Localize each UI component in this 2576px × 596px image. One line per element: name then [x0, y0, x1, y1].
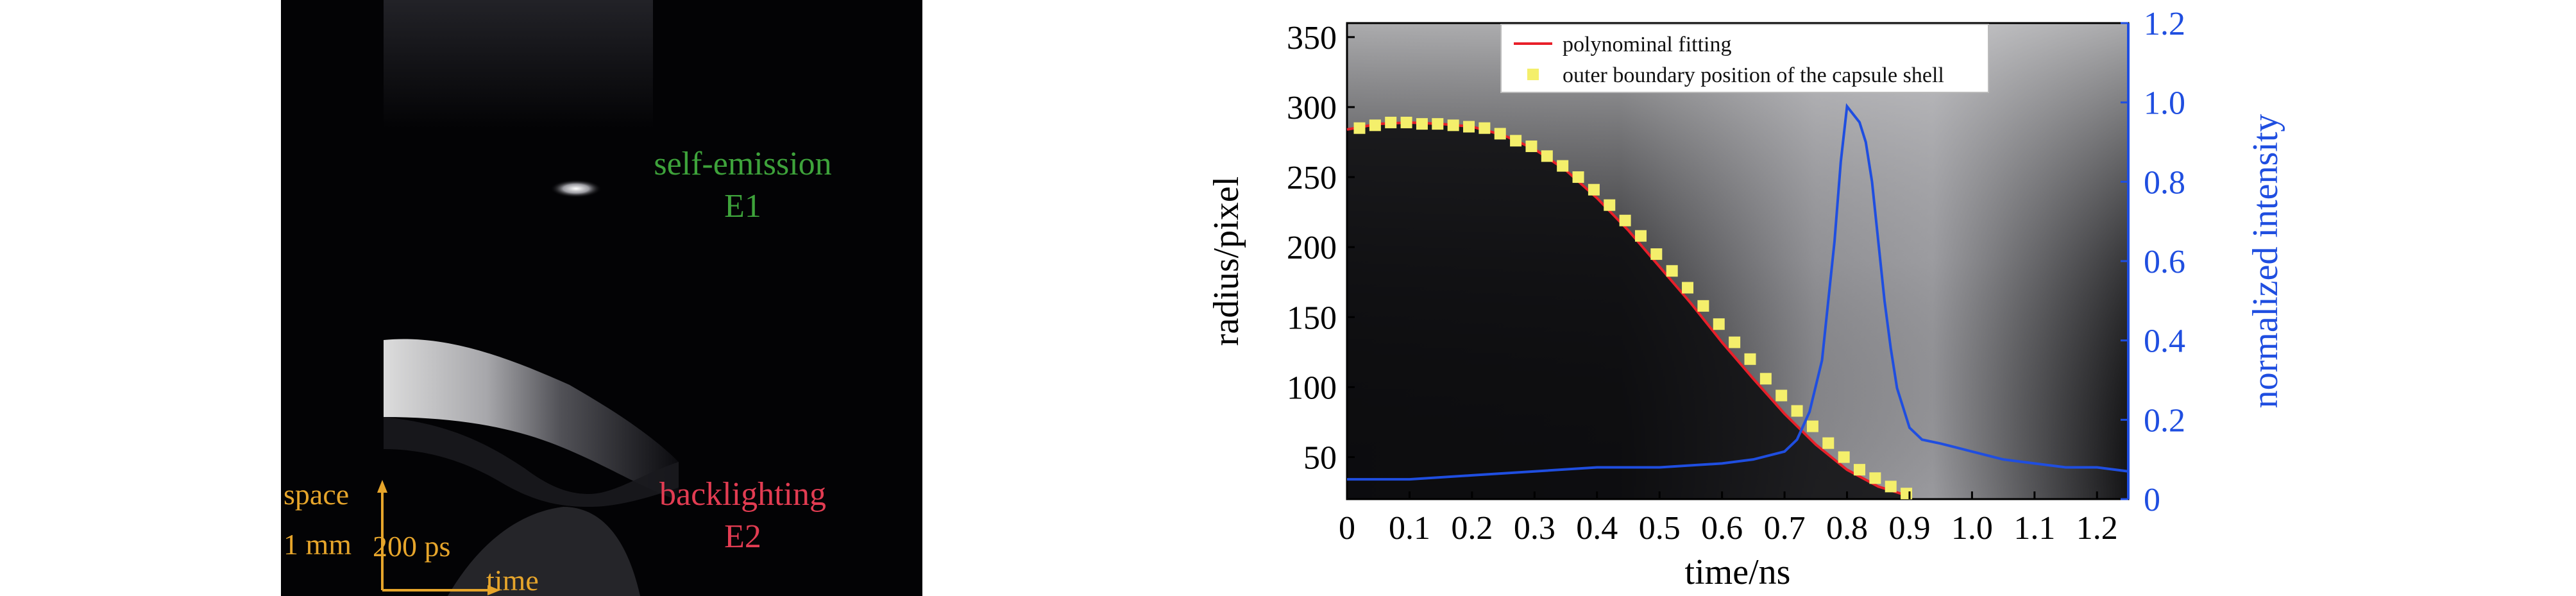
- space-axis-label: space: [284, 478, 350, 511]
- y2-tick-label: 0.4: [2144, 323, 2185, 360]
- boundary-marker: [1541, 150, 1553, 162]
- y2-tick-label: 0: [2144, 482, 2160, 518]
- x-tick-label: 0.5: [1639, 510, 1681, 547]
- y2-tick-label: 1.0: [2144, 85, 2185, 122]
- boundary-marker: [1479, 122, 1491, 134]
- radius-intensity-chart: 0 0.1 0.2 0.3 0.4 0.5 0.6 0.7 0.8 0.9 1.0 1.1 1.2 50 1…: [1193, 0, 2285, 596]
- boundary-marker: [1557, 160, 1569, 172]
- emission-spot: [550, 180, 602, 198]
- backlight-label-line1: backlighting: [659, 476, 826, 513]
- y-tick-label: 300: [1287, 90, 1337, 126]
- x-tick-label: 0.1: [1389, 510, 1430, 547]
- boundary-marker: [1869, 472, 1881, 484]
- boundary-marker: [1666, 265, 1678, 277]
- boundary-marker: [1463, 121, 1475, 133]
- space-scale-label: 1 mm: [284, 528, 352, 561]
- boundary-marker: [1572, 171, 1584, 183]
- y-tick-label: 350: [1287, 20, 1337, 56]
- x-tick-label: 0.8: [1826, 510, 1868, 547]
- backlight-band: [384, 339, 679, 500]
- backlight-label: backlighting E2: [653, 478, 833, 563]
- emission-label: self-emission E1: [653, 148, 833, 232]
- y2-tick-label: 1.2: [2144, 6, 2185, 42]
- chart-svg: 0 0.1 0.2 0.3 0.4 0.5 0.6 0.7 0.8 0.9 1.0 1.1 1.2 50 1…: [1207, 6, 2285, 592]
- boundary-marker: [1697, 300, 1709, 312]
- x-tick-label: 0: [1339, 510, 1355, 547]
- boundary-marker: [1822, 437, 1835, 449]
- boundary-marker: [1744, 353, 1756, 365]
- boundary-marker: [1650, 248, 1663, 260]
- boundary-marker: [1510, 135, 1522, 147]
- x-tick-label: 0.4: [1576, 510, 1618, 547]
- y-tick-label: 150: [1287, 300, 1337, 336]
- boundary-marker: [1838, 451, 1850, 463]
- x-tick-label: 1.2: [2076, 510, 2118, 547]
- legend-box: [1500, 24, 1989, 93]
- legend-marker-label: outer boundary position of the capsule s…: [1563, 64, 1944, 87]
- y2-tick-label: 0.2: [2144, 402, 2185, 439]
- boundary-marker: [1885, 481, 1897, 493]
- boundary-marker: [1713, 318, 1725, 330]
- time-arrow-icon: [487, 585, 500, 595]
- dark-capsule-region: [1347, 122, 1910, 500]
- boundary-marker: [1604, 199, 1616, 211]
- x-tick-label: 0.6: [1701, 510, 1743, 547]
- boundary-marker: [1806, 420, 1818, 432]
- emission-label-line2: E1: [724, 188, 761, 225]
- y2-tick-label: 0.6: [2144, 244, 2185, 280]
- x-tick-label: 1.1: [2013, 510, 2055, 547]
- streak-image-graphic: [377, 0, 679, 596]
- y2-tick-label: 0.8: [2144, 164, 2185, 201]
- emission-label-line1: self-emission: [654, 146, 832, 182]
- y2-axis-title: normalized intensity: [2246, 114, 2285, 409]
- y-tick-label: 100: [1287, 370, 1337, 406]
- boundary-marker: [1588, 183, 1600, 196]
- time-axis-label: time: [486, 564, 539, 596]
- x-tick-label: 1.0: [1951, 510, 1993, 547]
- boundary-marker: [1619, 214, 1631, 226]
- boundary-marker: [1369, 119, 1381, 132]
- boundary-marker: [1447, 119, 1459, 132]
- x-axis-title: time/ns: [1685, 552, 1791, 592]
- backlight-label-line2: E2: [724, 518, 761, 555]
- time-scale-label: 200 ps: [373, 530, 451, 563]
- legend-marker-swatch: [1527, 69, 1539, 80]
- boundary-marker: [1791, 405, 1803, 417]
- streak-image: self-emission E1 backlighting E2 space 1…: [281, 0, 922, 596]
- boundary-marker: [1353, 122, 1366, 134]
- legend-fit-label: polynominal fitting: [1563, 33, 1731, 56]
- space-arrow-icon: [377, 480, 387, 493]
- boundary-marker: [1759, 373, 1772, 385]
- x-tick-label: 0.9: [1888, 510, 1930, 547]
- boundary-marker: [1729, 336, 1741, 348]
- boundary-marker: [1682, 282, 1694, 294]
- x-tick-label: 0.7: [1764, 510, 1806, 547]
- boundary-marker: [1854, 464, 1866, 476]
- legend: polynominal fitting outer boundary positi…: [1500, 24, 1989, 93]
- boundary-marker: [1432, 118, 1444, 130]
- x-tick-label: 0.3: [1514, 510, 1555, 547]
- y-tick-label: 250: [1287, 160, 1337, 196]
- y-tick-label: 200: [1287, 230, 1337, 266]
- boundary-marker: [1634, 230, 1647, 242]
- boundary-marker: [1400, 116, 1412, 128]
- x-tick-label: 0.2: [1451, 510, 1493, 547]
- boundary-marker: [1525, 140, 1538, 153]
- boundary-marker: [1775, 389, 1788, 402]
- intensity-line: [1347, 103, 2129, 481]
- y-axis-title: radius/pixel: [1207, 176, 1246, 346]
- boundary-marker: [1385, 116, 1397, 128]
- boundary-marker: [1494, 128, 1506, 140]
- boundary-marker: [1416, 118, 1428, 130]
- y-tick-label: 50: [1303, 440, 1337, 477]
